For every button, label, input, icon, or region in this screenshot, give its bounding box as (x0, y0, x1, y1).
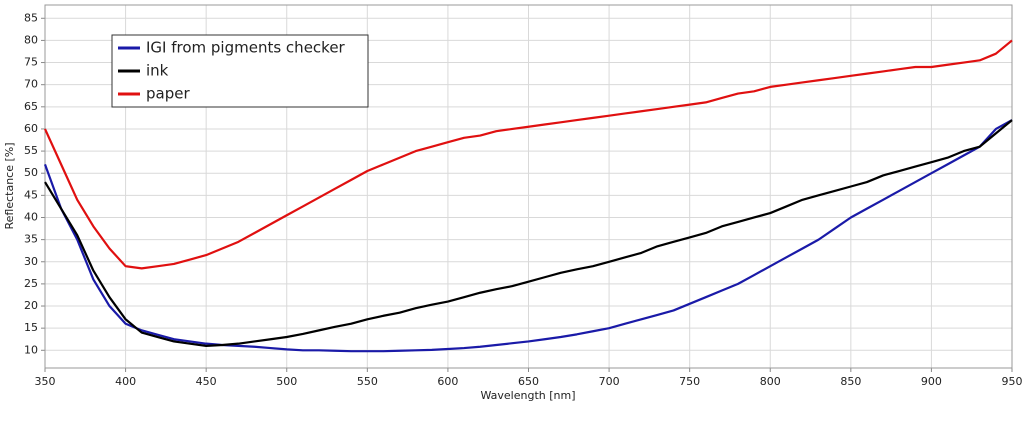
x-tick-label: 700 (599, 375, 620, 388)
x-tick-label: 600 (437, 375, 458, 388)
y-tick-label: 40 (24, 210, 38, 223)
y-tick-label: 70 (24, 78, 38, 91)
legend-label: ink (146, 62, 169, 80)
y-tick-label: 80 (24, 33, 38, 46)
legend-box (111, 34, 369, 108)
x-tick-label: 350 (35, 375, 56, 388)
legend-label: IGI from pigments checker (146, 39, 346, 57)
y-tick-label: 45 (24, 188, 38, 201)
y-tick-label: 65 (24, 100, 38, 113)
x-tick-label: 850 (840, 375, 861, 388)
y-tick-label: 20 (24, 299, 38, 312)
y-tick-label: 50 (24, 166, 38, 179)
data-line (43, 39, 1013, 270)
x-tick-label: 650 (518, 375, 539, 388)
x-tick-label: 550 (357, 375, 378, 388)
y-tick-label: 60 (24, 122, 38, 135)
legend-label: paper (146, 85, 190, 103)
x-tick-label: 750 (679, 375, 700, 388)
x-tick-label: 450 (196, 375, 217, 388)
data-line (43, 119, 1013, 353)
plot-frame (44, 4, 1013, 369)
x-axis-label: Wavelength [nm] (480, 389, 575, 402)
y-tick-label: 35 (24, 233, 38, 246)
y-tick-label: 15 (24, 321, 38, 334)
y-tick-label: 55 (24, 144, 38, 157)
y-tick-label: 75 (24, 56, 38, 69)
x-tick-label: 900 (921, 375, 942, 388)
y-axis-label: Reflectance [%] (3, 142, 16, 229)
y-tick-label: 85 (24, 11, 38, 24)
x-tick-label: 800 (760, 375, 781, 388)
x-tick-label: 500 (276, 375, 297, 388)
x-tick-label: 950 (1002, 375, 1023, 388)
x-tick-label: 400 (115, 375, 136, 388)
y-tick-label: 25 (24, 277, 38, 290)
y-tick-label: 10 (24, 343, 38, 356)
data-line (44, 119, 1013, 347)
y-tick-label: 30 (24, 255, 38, 268)
